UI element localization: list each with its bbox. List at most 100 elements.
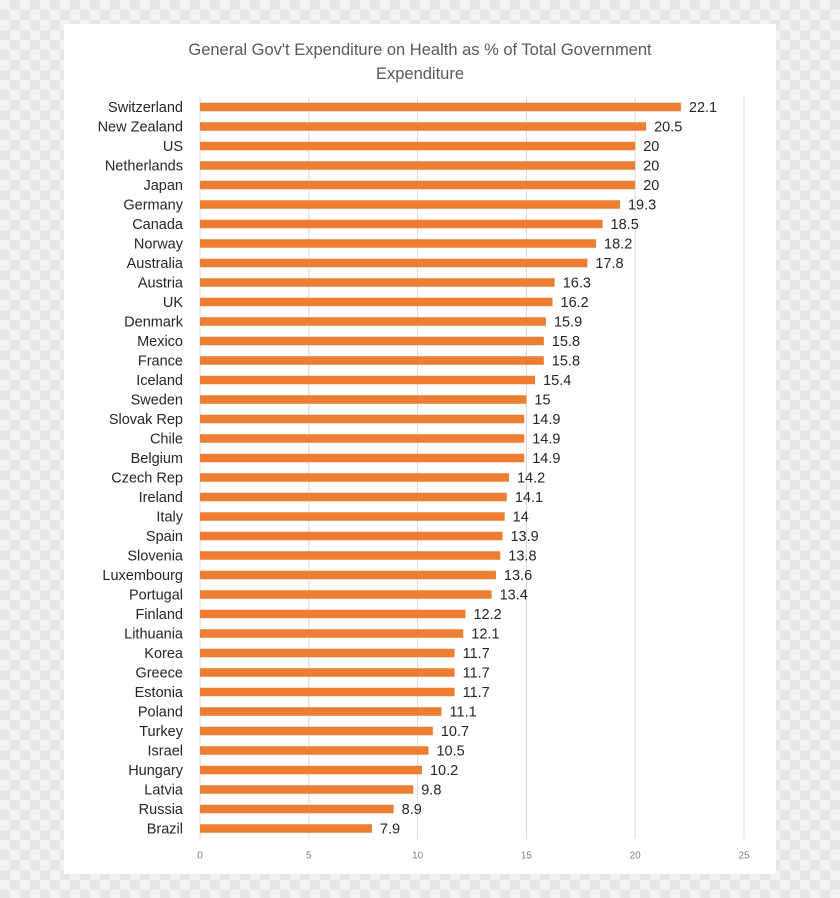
category-label: UK (163, 295, 183, 311)
value-label: 17.8 (595, 256, 623, 272)
bar-hungary (200, 765, 422, 775)
bar-chile (200, 434, 525, 443)
x-tick-label: 25 (738, 850, 750, 861)
value-label: 15.9 (554, 315, 582, 331)
value-label: 10.7 (441, 724, 469, 740)
bar-iceland (200, 375, 536, 385)
value-label: 15 (534, 393, 550, 409)
category-label: Lithuania (124, 627, 184, 643)
bar-chart: 0 5 10 15 20 25 Switzerland 22.1 New Zealand 20.5… (98, 97, 750, 861)
x-tick-label: 0 (197, 850, 203, 861)
category-label: Turkey (139, 724, 184, 740)
category-label: Greece (135, 666, 183, 682)
category-label: Slovak Rep (109, 412, 183, 428)
bar-slovak-rep (200, 414, 525, 424)
category-label: Ireland (139, 490, 183, 506)
chart-title-line-1: General Gov't Expenditure on Health as %… (188, 41, 652, 59)
category-label: Belgium (131, 451, 183, 467)
category-label: Germany (123, 198, 183, 214)
category-label: US (163, 139, 183, 155)
category-label: France (138, 354, 183, 370)
category-label: Korea (144, 646, 184, 662)
bar-korea (200, 648, 455, 658)
value-label: 12.2 (473, 607, 501, 623)
category-label: Spain (146, 529, 183, 545)
value-label: 7.9 (380, 822, 400, 838)
category-label: Slovenia (127, 549, 184, 565)
value-label: 16.2 (561, 295, 589, 311)
value-label: 15.8 (552, 334, 580, 350)
category-label: Latvia (144, 783, 184, 799)
bar-lithuania (200, 629, 464, 638)
bar-netherlands (200, 161, 636, 170)
bar-finland (200, 609, 466, 619)
category-label: Mexico (137, 334, 183, 350)
bar-israel (200, 746, 429, 755)
category-label: Estonia (135, 685, 184, 701)
category-label: Norway (134, 237, 184, 253)
bar-luxembourg (200, 570, 496, 580)
bar-mexico (200, 336, 544, 346)
category-label: Australia (127, 256, 184, 272)
bar-russia (200, 804, 394, 814)
value-label: 20.5 (654, 120, 682, 136)
bar-czech-rep (200, 473, 509, 482)
bar-brazil (200, 824, 372, 833)
value-label: 13.6 (504, 568, 532, 584)
value-label: 20 (643, 159, 659, 175)
category-label: Poland (138, 705, 183, 721)
category-label: Chile (150, 432, 183, 448)
chart-title-line-2: Expenditure (375, 65, 465, 83)
bar-greece (200, 668, 455, 677)
x-tick-label: 5 (306, 850, 312, 861)
category-label: Sweden (131, 393, 183, 409)
category-label: Japan (143, 178, 183, 194)
bar-norway (200, 239, 597, 248)
bar-ireland (200, 492, 507, 502)
bar-australia (200, 258, 588, 268)
value-label: 9.8 (421, 783, 441, 799)
bar-latvia (200, 785, 414, 794)
value-label: 13.4 (500, 588, 528, 604)
category-label: Israel (148, 744, 183, 760)
x-tick-label: 20 (630, 850, 642, 861)
value-label: 22.1 (689, 100, 717, 116)
bar-estonia (200, 687, 455, 697)
value-label: 18.5 (611, 217, 639, 233)
value-label: 14.2 (517, 471, 545, 487)
bar-us (200, 141, 636, 151)
bar-belgium (200, 453, 525, 463)
category-label: Switzerland (108, 100, 183, 116)
x-tick-label: 10 (412, 850, 424, 861)
value-label: 11.1 (450, 705, 477, 721)
bar-france (200, 356, 544, 365)
value-label: 11.7 (463, 666, 490, 682)
bar-italy (200, 512, 505, 521)
value-label: 15.4 (543, 373, 571, 389)
category-label: Italy (156, 510, 183, 526)
value-label: 10.2 (430, 763, 458, 779)
value-label: 15.8 (552, 354, 580, 370)
category-label: Iceland (136, 373, 183, 389)
category-label: Finland (135, 607, 183, 623)
value-label: 14 (513, 510, 529, 526)
value-label: 11.7 (463, 685, 490, 701)
category-label: New Zealand (98, 120, 183, 136)
category-label: Hungary (128, 763, 184, 779)
bar-uk (200, 297, 553, 307)
bar-germany (200, 200, 620, 209)
value-label: 10.5 (436, 744, 464, 760)
bar-switzerland (200, 102, 681, 112)
bar-poland (200, 707, 442, 716)
value-label: 8.9 (402, 802, 422, 818)
category-label: Brazil (147, 822, 183, 838)
value-label: 12.1 (471, 627, 499, 643)
value-label: 14.9 (532, 451, 560, 467)
category-label: Netherlands (105, 159, 183, 175)
x-tick-label: 15 (521, 850, 533, 861)
bar-slovenia (200, 551, 501, 560)
category-label: Russia (139, 802, 184, 818)
bar-spain (200, 531, 503, 541)
bar-canada (200, 219, 603, 229)
bar-sweden (200, 395, 527, 404)
